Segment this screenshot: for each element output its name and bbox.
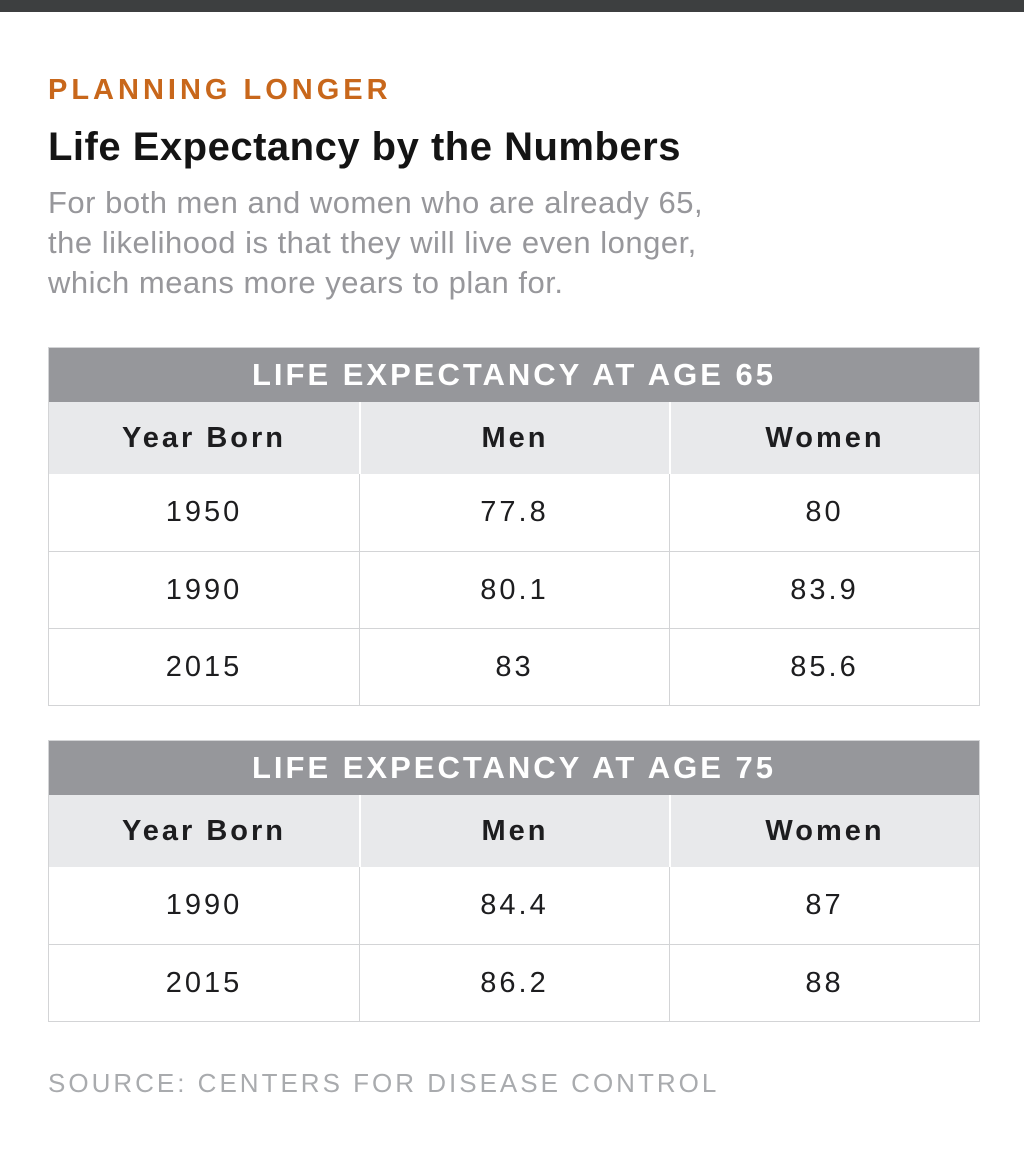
column-header-year-born: Year Born — [49, 795, 359, 867]
table-cell-year: 1950 — [49, 474, 359, 551]
table-row: 2015 86.2 88 — [49, 944, 979, 1021]
table-row: 2015 83 85.6 — [49, 628, 979, 705]
table-cell-women: 80 — [669, 474, 979, 551]
column-header-year-born: Year Born — [49, 402, 359, 474]
table-cell-men: 86.2 — [359, 944, 669, 1021]
page-title: Life Expectancy by the Numbers — [48, 125, 681, 169]
table-cell-men: 84.4 — [359, 867, 669, 944]
life-expectancy-at-65-table: LIFE EXPECTANCY AT AGE 65 Year Born Men … — [48, 347, 980, 706]
table-cell-year: 2015 — [49, 628, 359, 705]
subtitle: For both men and women who are already 6… — [48, 183, 980, 303]
column-header-women: Women — [669, 795, 979, 867]
column-header-men: Men — [359, 795, 669, 867]
table-title: LIFE EXPECTANCY AT AGE 65 — [49, 348, 979, 402]
table-cell-year: 2015 — [49, 944, 359, 1021]
table-cell-year: 1990 — [49, 867, 359, 944]
column-header-men: Men — [359, 402, 669, 474]
column-header-women: Women — [669, 402, 979, 474]
table-cell-women: 83.9 — [669, 551, 979, 628]
subtitle-line: For both men and women who are already 6… — [48, 185, 704, 220]
column-header-row: Year Born Men Women — [49, 795, 979, 867]
table-row: 1950 77.8 80 — [49, 474, 979, 551]
table-cell-women: 87 — [669, 867, 979, 944]
table-cell-men: 80.1 — [359, 551, 669, 628]
table-cell-women: 88 — [669, 944, 979, 1021]
life-expectancy-at-75-table: LIFE EXPECTANCY AT AGE 75 Year Born Men … — [48, 740, 980, 1022]
table-row: 1990 84.4 87 — [49, 867, 979, 944]
table-cell-women: 85.6 — [669, 628, 979, 705]
table-title: LIFE EXPECTANCY AT AGE 75 — [49, 741, 979, 795]
table-cell-men: 77.8 — [359, 474, 669, 551]
source-attribution: SOURCE: CENTERS FOR DISEASE CONTROL — [48, 1068, 720, 1098]
table-cell-men: 83 — [359, 628, 669, 705]
table-title-row: LIFE EXPECTANCY AT AGE 65 — [49, 348, 979, 402]
table-cell-year: 1990 — [49, 551, 359, 628]
table-title-row: LIFE EXPECTANCY AT AGE 75 — [49, 741, 979, 795]
eyebrow-label: PLANNING LONGER — [48, 74, 392, 106]
top-accent-bar — [0, 0, 1024, 12]
subtitle-line: the likelihood is that they will live ev… — [48, 225, 697, 260]
infographic-body: PLANNING LONGER Life Expectancy by the N… — [0, 76, 1024, 1096]
column-header-row: Year Born Men Women — [49, 402, 979, 474]
subtitle-line: which means more years to plan for. — [48, 265, 564, 300]
table-row: 1990 80.1 83.9 — [49, 551, 979, 628]
